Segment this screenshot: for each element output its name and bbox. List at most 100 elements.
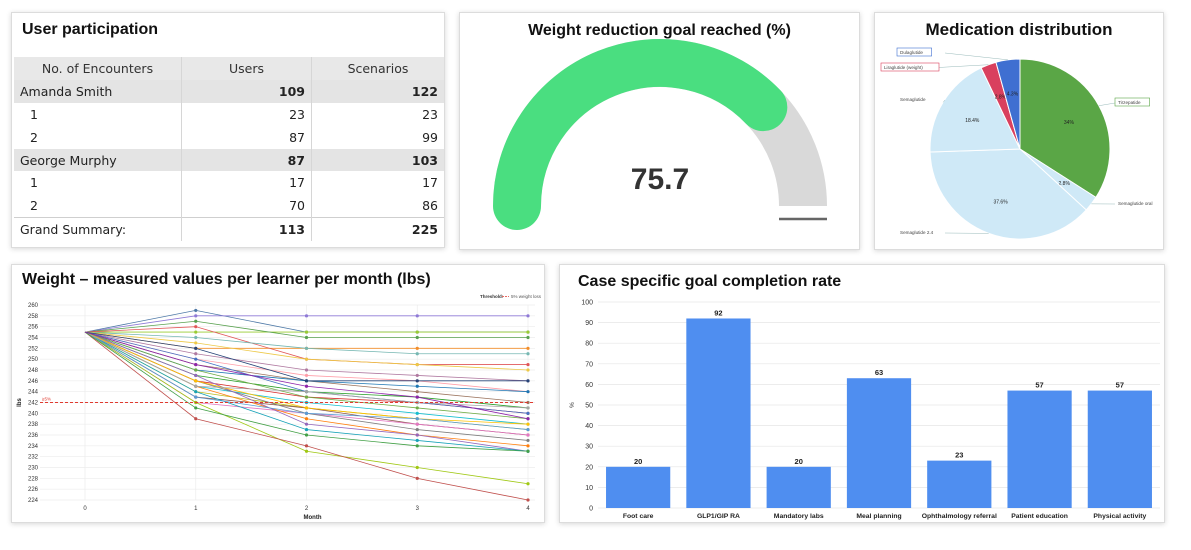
series-point: [526, 406, 530, 410]
row-label: Amanda Smith: [14, 79, 182, 103]
y-tick-label: 254: [28, 336, 39, 342]
weight-line-card: Weight – measured values per learner per…: [11, 264, 545, 523]
series-point: [194, 325, 198, 329]
pie-callout-box: [896, 47, 932, 57]
y-tick-label: 60: [585, 382, 593, 389]
series-point: [304, 422, 309, 426]
series-point: [526, 346, 530, 350]
series-point: [415, 417, 419, 421]
series-point: [526, 417, 530, 421]
y-tick-label: 50: [585, 403, 593, 410]
y-tick-label: 40: [585, 423, 593, 430]
bar: [686, 318, 751, 508]
table-row[interactable]: Amanda Smith 109 122: [14, 79, 444, 103]
table-row[interactable]: 2 87 99: [14, 125, 444, 149]
series-point: [194, 319, 198, 323]
summary-users-cell: 113: [181, 217, 312, 242]
column-header-users[interactable]: Users: [181, 57, 312, 80]
table-row[interactable]: 1 23 23: [14, 102, 444, 126]
gauge-chart: 75.7: [493, 39, 827, 230]
grand-summary-row[interactable]: Grand Summary: 113 225: [14, 217, 444, 242]
table-row[interactable]: 1 17 17: [14, 171, 444, 195]
pie-callout-line: [1098, 102, 1116, 106]
users-cell: 70: [181, 194, 312, 218]
weight-goal-gauge-card: Weight reduction goal reached (%) 75.7: [459, 12, 860, 250]
series-point: [304, 395, 309, 399]
series-point: [526, 498, 530, 502]
column-header-scenarios[interactable]: Scenarios: [311, 57, 444, 80]
series-point: [415, 433, 419, 437]
y-tick-label: 240: [28, 411, 39, 417]
series-point: [526, 427, 530, 432]
series-point: [415, 438, 419, 443]
scenarios-cell: 86: [422, 198, 438, 214]
series-point: [526, 362, 530, 367]
x-tick-label: Physical activity: [1093, 513, 1146, 520]
pie-value-label: 2.8%: [995, 95, 1007, 101]
series-point: [526, 314, 530, 318]
x-tick-label: 1: [194, 506, 198, 512]
y-tick-label: 238: [28, 422, 39, 428]
row-label: George Murphy: [14, 148, 182, 172]
series-point: [194, 406, 198, 410]
summary-scenarios-cell: 225: [311, 217, 444, 242]
series-point: [304, 449, 309, 453]
series-point: [304, 427, 309, 432]
table-row[interactable]: George Murphy 87 103: [14, 148, 444, 172]
series-point: [415, 411, 419, 415]
series-point: [194, 352, 198, 356]
x-tick-label: 3: [416, 506, 420, 512]
goal-completion-card: Case specific goal completion rate 0 10 20…: [559, 264, 1165, 523]
series-point: [415, 427, 419, 432]
scenarios-cell: 23: [422, 106, 438, 122]
y-tick-label: 70: [585, 361, 593, 368]
column-header-encounters[interactable]: No. of Encounters: [14, 57, 182, 80]
y-tick-label: 20: [585, 464, 593, 471]
pie-value-label: 4.3%: [1007, 92, 1019, 98]
y-axis-label: lbs: [17, 398, 23, 407]
x-tick-label: Mandatory labs: [774, 513, 824, 520]
pie-callout-line: [942, 99, 946, 103]
medication-distribution-card: Medication distribution 34% Tirzepatide 2.…: [874, 12, 1164, 250]
y-tick-label: 100: [581, 300, 593, 307]
table-row[interactable]: 2 70 86: [14, 194, 444, 218]
bar-value-label: 92: [714, 308, 722, 317]
series-point: [304, 444, 309, 448]
x-axis-label: Month: [304, 515, 322, 521]
series-point: [415, 395, 419, 399]
user-participation-card: User participation No. of Encounters Use…: [11, 12, 445, 248]
series-point: [304, 379, 309, 383]
bar: [766, 466, 831, 508]
series-point: [194, 362, 198, 367]
series-point: [415, 379, 419, 383]
bar: [1087, 390, 1152, 508]
weight-chart-title: Weight – measured values per learner per…: [22, 271, 431, 288]
x-tick-label: Patient education: [1011, 513, 1068, 520]
scenarios-cell: 103: [311, 148, 444, 172]
pie-callout-box: [1114, 97, 1150, 107]
legend-title: Threshold:: [480, 294, 504, 299]
series-point: [526, 433, 530, 437]
summary-label: Grand Summary:: [14, 217, 182, 242]
y-tick-label: 30: [585, 444, 593, 451]
y-tick-label: 246: [28, 379, 39, 385]
series-point: [415, 384, 419, 388]
y-tick-label: 250: [28, 357, 39, 363]
series-point: [526, 444, 530, 448]
series-point: [304, 411, 309, 415]
y-tick-label: 260: [28, 303, 39, 309]
legend-item-label: 5% weight loss: [511, 294, 542, 299]
x-tick-label: 2: [305, 506, 309, 512]
goal-chart-title: Case specific goal completion rate: [578, 273, 842, 290]
pie-callout-label: Semaglutide: [900, 97, 926, 102]
series-point: [415, 346, 419, 350]
gauge-title: Weight reduction goal reached (%): [528, 22, 791, 39]
bar-value-label: 20: [634, 457, 642, 466]
series-point: [526, 482, 530, 486]
x-tick-label: GLP1/GIP RA: [697, 513, 740, 520]
series-point: [526, 438, 530, 443]
series-point: [304, 384, 309, 388]
row-label: 1: [14, 102, 182, 126]
series-point: [304, 335, 309, 340]
y-tick-label: 234: [28, 444, 39, 450]
